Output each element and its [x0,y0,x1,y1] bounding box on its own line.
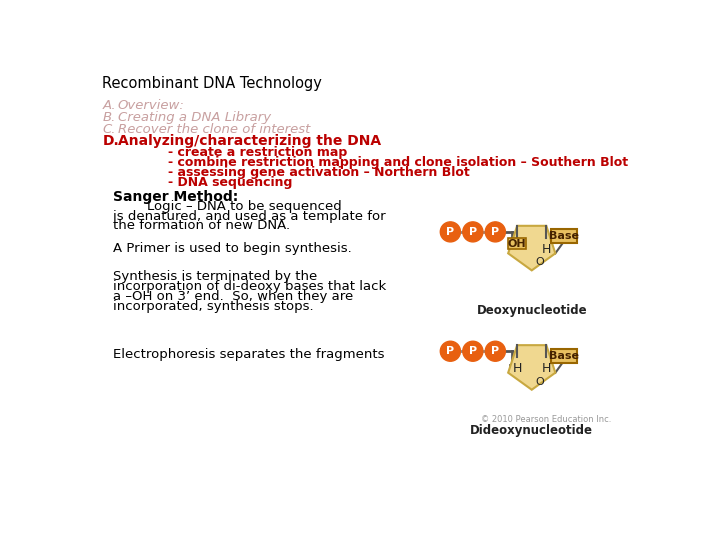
Text: C.: C. [102,123,116,136]
Text: Base: Base [549,232,579,241]
Text: O: O [536,258,544,267]
Text: - DNA sequencing: - DNA sequencing [168,177,292,190]
Text: P: P [446,227,454,237]
Text: is denatured, and used as a template for: is denatured, and used as a template for [113,210,386,222]
Text: Recover the clone of interest: Recover the clone of interest [118,123,310,136]
Circle shape [463,222,483,242]
Text: Overview:: Overview: [118,99,185,112]
Text: Base: Base [549,351,579,361]
Text: Recombinant DNA Technology: Recombinant DNA Technology [102,76,323,91]
Text: Deoxynucleotide: Deoxynucleotide [477,304,587,318]
Text: P: P [446,346,454,356]
Circle shape [485,341,505,361]
Text: incorporation of di-deoxy bases that lack: incorporation of di-deoxy bases that lac… [113,280,387,293]
Circle shape [441,341,461,361]
Text: A.: A. [102,99,116,112]
Circle shape [463,341,483,361]
Text: the formation of new DNA.: the formation of new DNA. [113,219,290,232]
Text: P: P [491,227,500,237]
FancyBboxPatch shape [508,238,526,249]
Text: H: H [541,362,551,375]
Text: a –OH on 3’ end.  So, when they are: a –OH on 3’ end. So, when they are [113,291,354,303]
Text: Dideoxynucleotide: Dideoxynucleotide [470,423,593,437]
Polygon shape [508,226,555,271]
Text: - assessing gene activation – Northern Blot: - assessing gene activation – Northern B… [168,166,469,179]
Text: H: H [513,362,522,375]
FancyBboxPatch shape [551,230,577,244]
Text: - create a restriction map: - create a restriction map [168,146,347,159]
Text: Creating a DNA Library: Creating a DNA Library [118,111,271,124]
Text: P: P [491,346,500,356]
Text: OH: OH [508,239,526,248]
Text: H: H [541,243,551,256]
FancyBboxPatch shape [551,349,577,363]
Text: Synthesis is terminated by the: Synthesis is terminated by the [113,271,318,284]
Text: Electrophoresis separates the fragments: Electrophoresis separates the fragments [113,348,384,361]
Polygon shape [508,345,555,390]
Text: © 2010 Pearson Education Inc.: © 2010 Pearson Education Inc. [482,415,612,424]
Text: - combine restriction mapping and clone isolation – Southern Blot: - combine restriction mapping and clone … [168,157,628,170]
Text: P: P [469,346,477,356]
Text: Logic – DNA to be sequenced: Logic – DNA to be sequenced [113,200,342,213]
Text: A Primer is used to begin synthesis.: A Primer is used to begin synthesis. [113,242,352,255]
Text: P: P [469,227,477,237]
Text: Sanger Method:: Sanger Method: [113,190,238,204]
Text: B.: B. [102,111,116,124]
Text: O: O [536,377,544,387]
Circle shape [441,222,461,242]
Text: D.: D. [102,134,119,148]
Circle shape [485,222,505,242]
Text: incorporated, synthesis stops.: incorporated, synthesis stops. [113,300,314,313]
Text: Analyzing/characterizing the DNA: Analyzing/characterizing the DNA [118,134,381,148]
